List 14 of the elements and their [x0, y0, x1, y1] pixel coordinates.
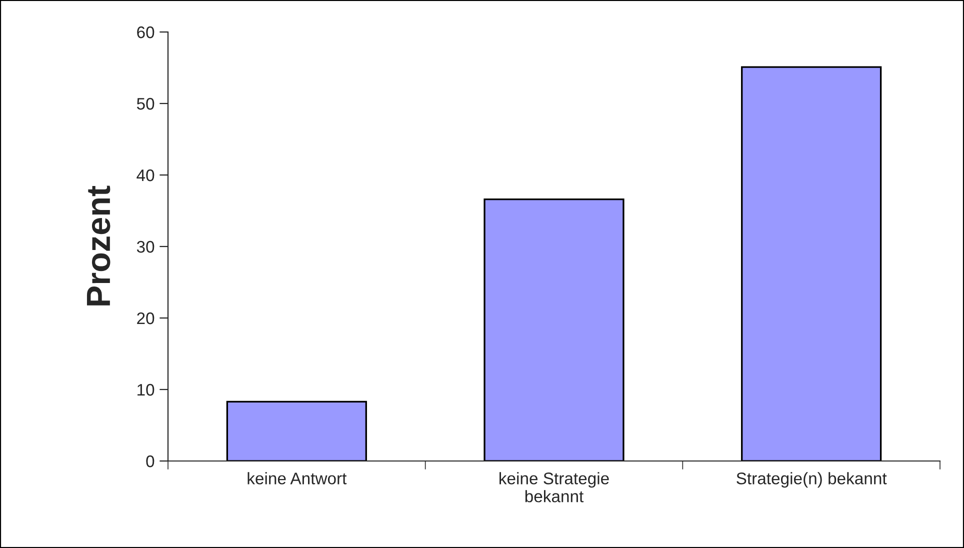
bar — [226, 400, 367, 461]
y-tick-label: 40 — [136, 169, 154, 182]
y-tick-label: 60 — [137, 26, 154, 38]
y-tick-label: 30 — [136, 240, 154, 253]
y-axis-title: Prozent — [86, 186, 110, 306]
y-tick-label: 10 — [138, 384, 154, 396]
x-tick-label: keine Strategie bekannt — [500, 472, 609, 502]
y-tick-label: 20 — [137, 312, 154, 324]
y-tick-label: 0 — [146, 455, 154, 468]
y-tick-label: 50 — [136, 98, 154, 110]
x-tick-label: keine Antwort — [248, 472, 347, 484]
bar — [741, 66, 882, 461]
x-tick-label: Strategie(n) bekannt — [736, 472, 887, 488]
bar — [484, 198, 624, 461]
